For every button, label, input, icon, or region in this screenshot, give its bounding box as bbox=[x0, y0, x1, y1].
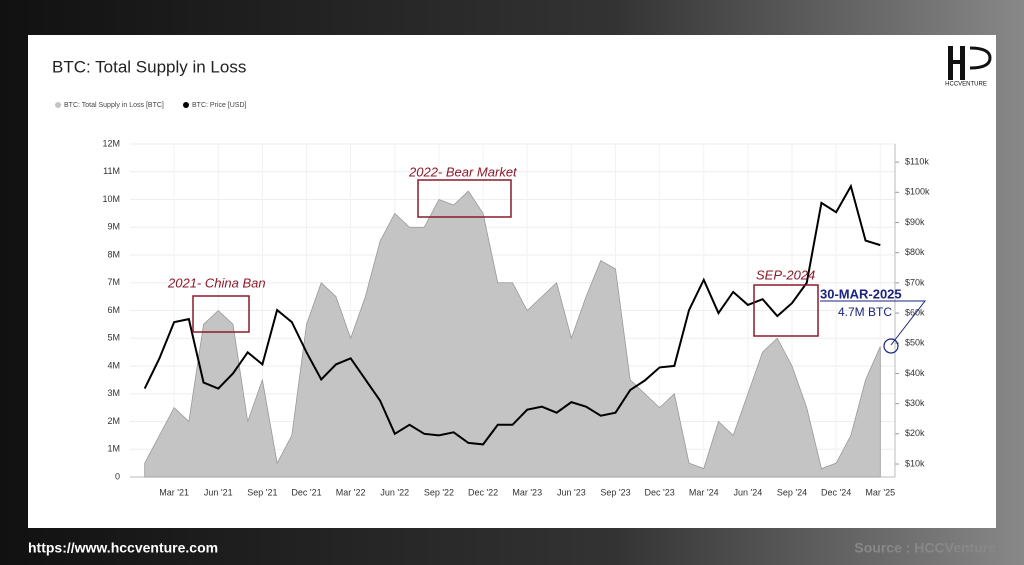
y-tick-label: 9M bbox=[107, 222, 120, 232]
x-tick-label: Mar '25 bbox=[865, 487, 895, 497]
y2-tick-label: $90k bbox=[905, 217, 925, 227]
y-tick-label: 8M bbox=[107, 249, 120, 259]
y2-tick-label: $80k bbox=[905, 247, 925, 257]
x-tick-label: Jun '22 bbox=[380, 487, 409, 497]
legend-label: BTC: Price [USD] bbox=[192, 102, 247, 109]
y2-tick-label: $20k bbox=[905, 428, 925, 438]
x-tick-label: Sep '23 bbox=[600, 487, 630, 497]
y2-tick-label: $60k bbox=[905, 307, 925, 317]
y-tick-label: 5M bbox=[107, 333, 120, 343]
footer-source: Source : HCCVenture bbox=[854, 540, 996, 556]
supply-area bbox=[144, 190, 881, 478]
logo: HCCVENTURE bbox=[945, 46, 992, 88]
x-tick-label: Jun '21 bbox=[204, 487, 233, 497]
y2-tick-label: $70k bbox=[905, 277, 925, 287]
annotation: 2021- China Ban bbox=[167, 275, 266, 290]
x-tick-label: Dec '22 bbox=[468, 487, 498, 497]
y2-tick-label: $40k bbox=[905, 368, 925, 378]
y2-tick-label: $10k bbox=[905, 458, 925, 468]
legend-swatch bbox=[183, 102, 189, 108]
y-tick-label: 7M bbox=[107, 277, 120, 287]
legend-swatch bbox=[55, 102, 61, 108]
y-tick-label: 6M bbox=[107, 305, 120, 315]
x-tick-label: Sep '24 bbox=[777, 487, 807, 497]
y-tick-label: 2M bbox=[107, 416, 120, 426]
logo-bar bbox=[948, 60, 965, 64]
x-tick-label: Sep '22 bbox=[424, 487, 454, 497]
annotation-box bbox=[753, 284, 819, 337]
x-tick-label: Dec '23 bbox=[644, 487, 674, 497]
annotation-box bbox=[417, 179, 512, 218]
y-tick-label: 3M bbox=[107, 388, 120, 398]
x-tick-label: Dec '24 bbox=[821, 487, 851, 497]
y2-tick-label: $50k bbox=[905, 338, 925, 348]
legend-label: BTC: Total Supply in Loss [BTC] bbox=[64, 102, 164, 109]
footer-url: https://www.hccventure.com bbox=[28, 540, 218, 556]
annotation-pointer bbox=[820, 300, 927, 346]
plot: 0 1M 2M 3M 4M 5M 6M 7M 8M 9M 10M 11M 12M $10k $20k $30k… bbox=[102, 138, 930, 497]
annotation-box bbox=[192, 295, 250, 333]
y-tick-label: 0 bbox=[115, 471, 120, 481]
x-tick-label: Jun '24 bbox=[734, 487, 763, 497]
x-tick-label: Mar '24 bbox=[689, 487, 719, 497]
x-tick-label: Jun '23 bbox=[557, 487, 586, 497]
x-tick-label: Mar '21 bbox=[159, 487, 189, 497]
annotation: 30-MAR-2025 bbox=[820, 286, 902, 301]
annotation: 2022- Bear Market bbox=[408, 164, 518, 179]
x-tick-label: Mar '22 bbox=[336, 487, 366, 497]
annotation: 4.7M BTC bbox=[838, 305, 892, 319]
x-tick-label: Mar '23 bbox=[512, 487, 542, 497]
x-tick-label: Dec '21 bbox=[291, 487, 321, 497]
annotation-circle bbox=[883, 338, 899, 354]
y-tick-label: 1M bbox=[107, 444, 120, 454]
legend: BTC: Total Supply in Loss [BTC] BTC: Pri… bbox=[55, 102, 247, 109]
y-tick-label: 10M bbox=[102, 194, 120, 204]
y2-tick-label: $110k bbox=[905, 156, 929, 166]
chart-title: BTC: Total Supply in Loss bbox=[52, 57, 246, 76]
y2-tick-label: $30k bbox=[905, 398, 925, 408]
logo-curve bbox=[969, 46, 992, 70]
y-tick-label: 4M bbox=[107, 360, 120, 370]
y-tick-label: 11M bbox=[103, 166, 120, 176]
annotations: 2021- China Ban 2022- Bear Market SEP-20… bbox=[167, 164, 927, 354]
y2-tick-label: $100k bbox=[905, 187, 930, 197]
x-tick-label: Sep '21 bbox=[247, 487, 277, 497]
y-tick-label: 12M bbox=[102, 138, 120, 148]
annotation: SEP-2024 bbox=[756, 267, 815, 282]
price-line bbox=[143, 183, 881, 446]
logo-text: HCCVENTURE bbox=[945, 82, 987, 88]
